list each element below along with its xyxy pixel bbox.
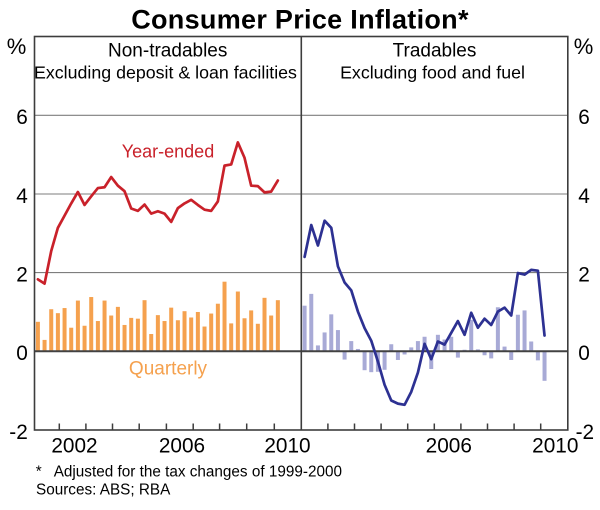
svg-text:-2: -2 <box>576 421 595 444</box>
svg-text:2010: 2010 <box>264 435 310 458</box>
svg-text:Non-tradables: Non-tradables <box>108 40 227 61</box>
svg-text:Excluding deposit & loan facil: Excluding deposit & loan facilities <box>34 63 297 83</box>
svg-text:-2: -2 <box>9 421 28 444</box>
svg-text:Consumer Price Inflation*: Consumer Price Inflation* <box>131 5 469 35</box>
svg-text:Excluding food and fuel: Excluding food and fuel <box>340 63 525 83</box>
svg-text:Quarterly: Quarterly <box>129 359 208 380</box>
svg-text:0: 0 <box>578 342 590 365</box>
svg-text:*: * <box>36 464 42 481</box>
svg-text:2: 2 <box>578 263 590 286</box>
svg-text:%: % <box>574 34 594 59</box>
svg-text:4: 4 <box>16 185 28 208</box>
svg-text:6: 6 <box>16 106 28 129</box>
svg-text:Tradables: Tradables <box>393 40 477 61</box>
svg-text:Sources: ABS; RBA: Sources: ABS; RBA <box>36 482 171 499</box>
svg-text:2010: 2010 <box>532 435 578 458</box>
svg-text:Adjusted for the tax changes o: Adjusted for the tax changes of 1999-200… <box>54 464 342 481</box>
svg-text:%: % <box>7 34 27 59</box>
svg-text:Year-ended: Year-ended <box>122 142 214 162</box>
svg-text:0: 0 <box>16 342 28 365</box>
svg-text:4: 4 <box>578 185 590 208</box>
svg-text:2006: 2006 <box>159 435 205 458</box>
svg-text:2006: 2006 <box>426 435 472 458</box>
svg-text:2002: 2002 <box>51 435 97 458</box>
svg-text:6: 6 <box>578 106 590 129</box>
svg-text:2: 2 <box>16 263 28 286</box>
